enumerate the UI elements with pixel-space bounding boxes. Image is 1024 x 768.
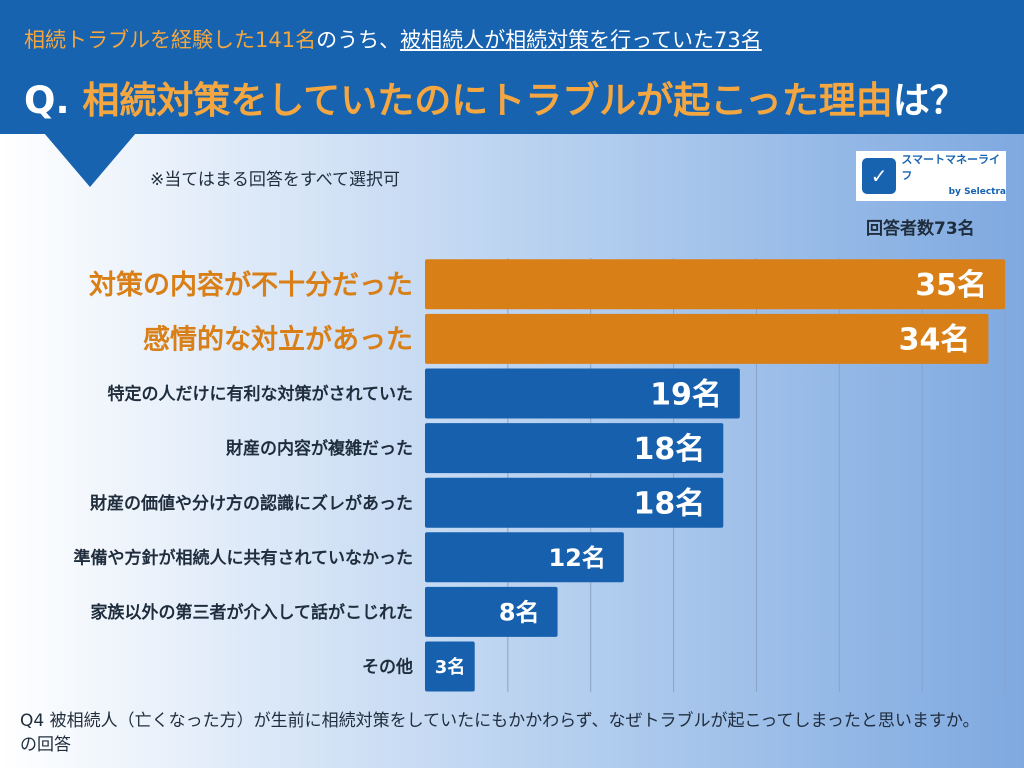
question-text: 相続対策をしていたのにトラブルが起こった理由 [82, 79, 893, 122]
category-label: その他 [362, 657, 413, 678]
logo: ✓ スマートマネーライフ by Selectra [856, 151, 1006, 201]
bar [425, 532, 624, 583]
piggy-bank-icon: ✓ [862, 158, 897, 194]
subtitle: 相続トラブルを経験した141名のうち、被相続人が相続対策を行っていた73名 [24, 24, 762, 54]
header-banner [0, 0, 1024, 134]
q-prefix: Q. [24, 79, 70, 122]
category-label: 準備や方針が相続人に共有されていなかった [74, 547, 414, 568]
bar-value-label: 12名 [548, 544, 605, 572]
question-title: Q. 相続対策をしていたのにトラブルが起こった理由は？ [24, 70, 967, 124]
category-label: 感情的な対立があった [143, 324, 413, 356]
note: ※当てはまる回答をすべて選択可 [150, 170, 401, 190]
bar [425, 641, 475, 692]
subtitle-highlight: 相続トラブルを経験した141名 [24, 28, 317, 52]
category-label: 対策の内容が不十分だった [89, 269, 413, 301]
category-label: 特定の人だけに有利な対策がされていた [108, 384, 414, 405]
category-label: 財産の内容が複雑だった [225, 438, 413, 459]
subtitle-mid: のうち、 [316, 28, 401, 52]
bar [425, 313, 989, 364]
bar-value-label: 18名 [634, 487, 706, 522]
category-label: 家族以外の第三者が介入して話がこじれた [91, 602, 414, 623]
bar-value-label: 3名 [435, 656, 466, 678]
bar-value-label: 18名 [634, 432, 706, 467]
category-label: 財産の価値や分け方の認識にズレがあった [89, 493, 413, 514]
bar-value-label: 8名 [499, 599, 540, 627]
bar-value-label: 34名 [899, 323, 971, 358]
footer-note: Q4 被相続人（亡くなった方）が生前に相続対策をしていたにもかかわらず、なぜトラ… [20, 711, 980, 755]
bar-value-label: 35名 [915, 268, 987, 303]
bar [425, 477, 724, 528]
logo-name: スマートマネーライフ [901, 153, 1001, 182]
subtitle-underlined: 被相続人が相続対策を行っていた73名 [400, 28, 762, 52]
bar [425, 586, 558, 637]
question-suffix: は？ [892, 79, 967, 122]
speech-notch [44, 133, 136, 187]
logo-by: by [948, 187, 961, 197]
bar-value-label: 19名 [650, 377, 722, 412]
logo-brand: Selectra [964, 187, 1006, 197]
respondent-count: 回答者数73名 [866, 219, 975, 239]
bar [425, 259, 1005, 310]
bar [425, 423, 724, 474]
bar [425, 368, 740, 419]
